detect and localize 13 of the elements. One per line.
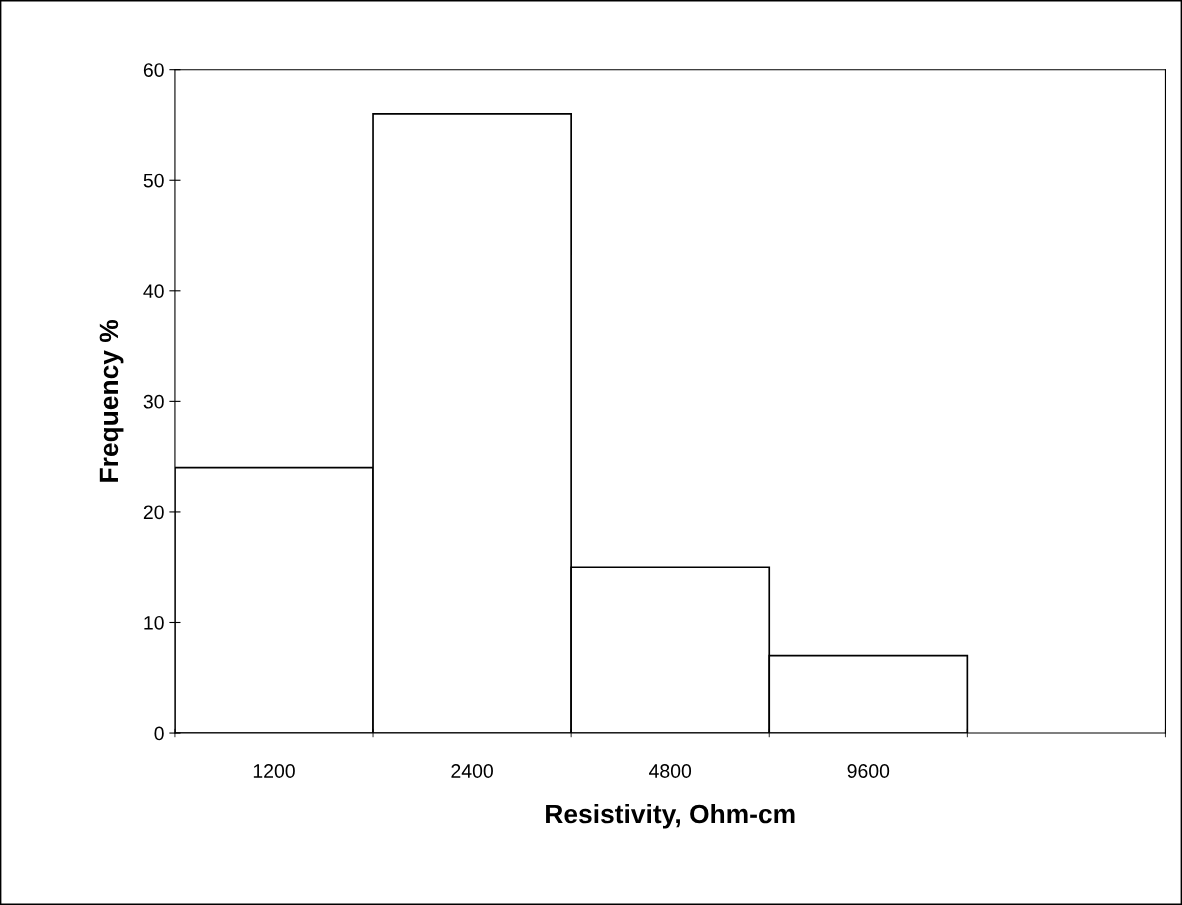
y-tick-label: 40 xyxy=(143,284,164,299)
y-axis-title: Frequency % xyxy=(99,319,124,482)
y-tick-label: 30 xyxy=(143,394,164,409)
x-tick-label: 1200 xyxy=(253,764,295,778)
y-tick-label: 50 xyxy=(143,173,164,188)
y-tick-label: 20 xyxy=(143,505,164,520)
y-tick-label: 0 xyxy=(154,726,164,741)
x-tick-label: 2400 xyxy=(451,764,493,778)
x-tick-label: 4800 xyxy=(649,764,692,778)
y-tick-label: 60 xyxy=(143,63,164,77)
x-tick-label: 9600 xyxy=(847,764,890,778)
x-axis-title: Resistivity, Ohm-cm xyxy=(546,803,795,829)
y-tick-label: 10 xyxy=(144,615,164,630)
